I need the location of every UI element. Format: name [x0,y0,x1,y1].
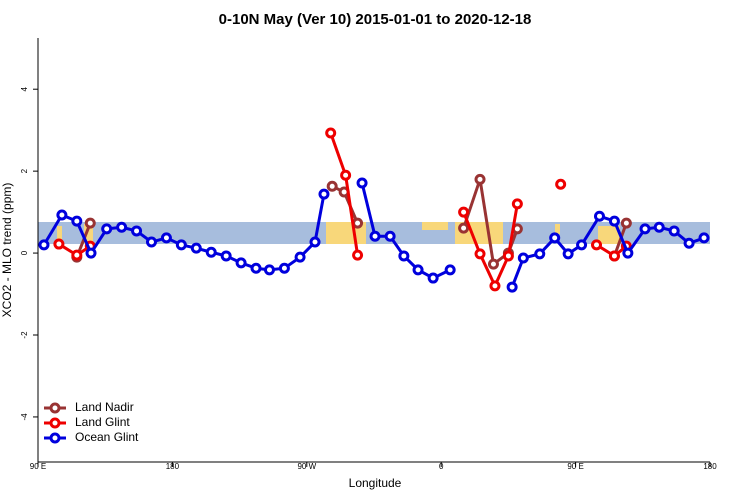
data-point [698,232,710,244]
data-point [398,250,410,262]
data-point [340,169,352,181]
data-point [534,248,546,260]
data-point [487,258,499,270]
data-point [683,237,695,249]
data-point [549,232,561,244]
x-tick-label: 180 [166,462,180,471]
data-point [427,272,439,284]
legend-label: Ocean Glint [75,430,139,444]
data-point [205,246,217,258]
data-point [593,210,605,222]
legend-label: Land Glint [75,415,130,429]
data-point [506,281,518,293]
data-point [85,247,97,259]
data-point [116,221,128,233]
data-point [278,262,290,274]
land-band [555,224,560,234]
data-point [326,180,338,192]
data-point [318,188,330,200]
data-point [474,173,486,185]
data-point [653,221,665,233]
data-point [668,225,680,237]
data-point [84,217,96,229]
legend-marker [49,432,61,444]
data-point [620,217,632,229]
data-point [294,251,306,263]
data-point [250,262,262,274]
x-tick-label: 90 E [567,462,583,471]
data-point [175,239,187,251]
data-point [489,280,501,292]
data-point [160,232,172,244]
data-point [352,249,364,261]
legend-label: Land Nadir [75,400,134,414]
legend-marker [49,417,61,429]
data-point [352,217,364,229]
y-tick-label: 0 [20,250,29,255]
land-band [422,222,448,230]
data-point [412,264,424,276]
data-point [220,250,232,262]
data-point [555,178,567,190]
data-point [608,215,620,227]
data-point [458,222,470,234]
y-axis-label: XCO2 - MLO trend (ppm) [0,183,14,318]
data-point [562,248,574,260]
x-tick-label: 180 [703,462,717,471]
x-tick-label: 90 W [297,462,316,471]
data-point [458,206,470,218]
data-point [511,198,523,210]
data-point [502,250,514,262]
y-tick-label: 2 [20,168,29,173]
chart-title: 0-10N May (Ver 10) 2015-01-01 to 2020-12… [219,11,532,28]
x-tick-label: 0 [439,462,444,471]
data-point [71,215,83,227]
data-point [190,242,202,254]
data-point [639,223,651,235]
land-band [57,226,62,244]
data-point [53,238,65,250]
series-line [613,222,628,257]
data-point [622,247,634,259]
data-point [235,257,247,269]
y-tick-label: -2 [20,331,29,339]
data-point [369,230,381,242]
data-point [309,236,321,248]
x-tick-label: 90 E [30,462,46,471]
data-point [474,248,486,260]
data-point [38,239,50,251]
y-tick-label: 4 [20,86,29,91]
data-point [131,225,143,237]
legend-marker [49,402,61,414]
data-point [71,249,83,261]
data-point [517,252,529,264]
data-point [384,230,396,242]
data-point [576,239,588,251]
land-band [84,224,93,244]
data-point [444,264,456,276]
x-axis-label: Longitude [349,476,402,490]
data-point [591,239,603,251]
data-point [56,209,68,221]
data-point [356,177,368,189]
data-point [325,127,337,139]
data-point [608,250,620,262]
data-point [263,264,275,276]
y-tick-label: -4 [20,413,29,421]
data-point [145,236,157,248]
data-point [101,223,113,235]
land-band [598,226,620,244]
